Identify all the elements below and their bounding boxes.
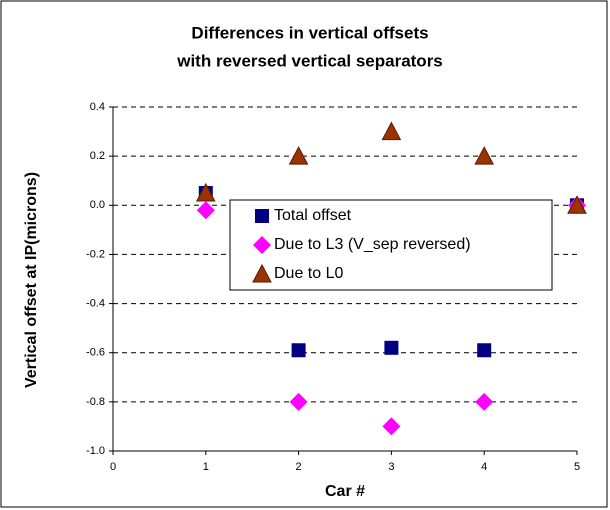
x-tick-label: 5 bbox=[574, 461, 580, 473]
y-tick-label: -0.6 bbox=[86, 347, 105, 359]
y-tick-label: -0.2 bbox=[86, 248, 105, 260]
marker bbox=[475, 392, 494, 411]
marker bbox=[384, 340, 399, 355]
marker bbox=[567, 195, 587, 214]
y-tick-label: -1.0 bbox=[86, 445, 105, 457]
x-tick-label: 4 bbox=[481, 461, 487, 473]
legend-label: Total offset bbox=[274, 207, 352, 224]
x-axis-label: Car # bbox=[325, 483, 365, 500]
marker bbox=[477, 343, 492, 358]
marker bbox=[291, 343, 306, 358]
chart-title: Differences in vertical offsets bbox=[191, 23, 428, 42]
marker bbox=[381, 121, 402, 141]
y-tick-label: -0.8 bbox=[86, 396, 105, 408]
marker bbox=[196, 201, 215, 220]
y-tick-label: 0.0 bbox=[90, 199, 105, 211]
legend-label: Due to L0 bbox=[274, 265, 343, 282]
y-tick-label: 0.4 bbox=[90, 101, 105, 113]
y-tick-label: -0.4 bbox=[86, 297, 105, 309]
x-tick-label: 0 bbox=[110, 461, 116, 473]
x-tick-label: 3 bbox=[388, 461, 394, 473]
x-tick-label: 2 bbox=[296, 461, 302, 473]
marker bbox=[474, 146, 495, 165]
legend-marker bbox=[253, 236, 271, 254]
marker bbox=[288, 146, 309, 165]
y-tick-label: 0.2 bbox=[90, 150, 105, 162]
chart-title: with reversed vertical separators bbox=[176, 51, 443, 70]
x-tick-label: 1 bbox=[203, 461, 209, 473]
marker bbox=[195, 182, 216, 202]
y-axis-label: Vertical offset at IP(microns) bbox=[23, 172, 40, 388]
marker bbox=[289, 392, 308, 411]
legend-box bbox=[229, 199, 553, 291]
legend-label: Due to L3 (V_sep reversed) bbox=[274, 236, 471, 253]
marker bbox=[382, 417, 401, 436]
legend-marker bbox=[255, 209, 269, 223]
legend-marker bbox=[252, 263, 272, 283]
